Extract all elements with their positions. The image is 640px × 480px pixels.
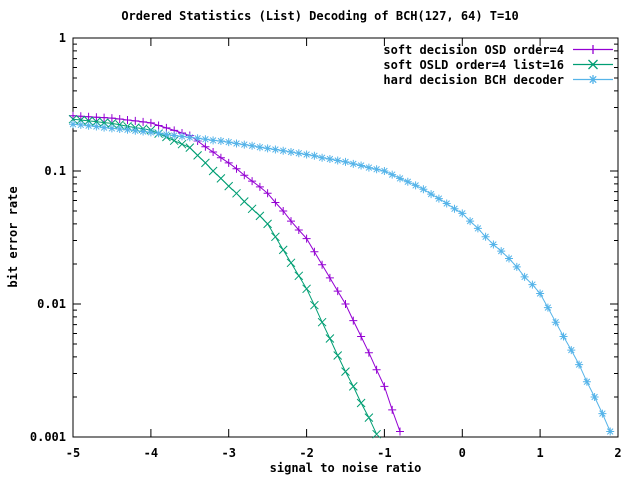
- legend-item-soft-osd: soft decision OSD order=4: [383, 42, 615, 57]
- legend-sample-asterisk-icon: [573, 75, 613, 84]
- legend-label-soft-osld: soft OSLD order=4 list=16: [383, 57, 564, 72]
- y-tick-label: 0.1: [44, 164, 66, 178]
- legend-sample-path: [573, 59, 613, 70]
- y-tick-label: 0.01: [37, 297, 66, 311]
- legend-sample-path: [573, 75, 613, 84]
- y-tick-label: 1: [59, 31, 66, 45]
- x-tick-label: -5: [66, 446, 80, 460]
- y-tick-label: 0.001: [30, 430, 66, 444]
- series-line-1: [72, 118, 378, 435]
- legend-sample-plus-icon: [573, 45, 613, 54]
- x-tick-label: -3: [221, 446, 235, 460]
- x-tick-label: -4: [144, 446, 158, 460]
- y-axis-label: bit error rate: [6, 186, 20, 288]
- legend-label-soft-osd: soft decision OSD order=4: [383, 42, 564, 57]
- chart-title: Ordered Statistics (List) Decoding of BC…: [121, 9, 519, 23]
- x-tick-label: 2: [614, 446, 621, 460]
- series-markers-2: [69, 120, 615, 436]
- y-minor-ticks: [73, 43, 618, 398]
- legend-label-hard-bch: hard decision BCH decoder: [383, 72, 564, 87]
- x-tick-label: -2: [299, 446, 313, 460]
- legend-sample-cross-icon: [573, 59, 613, 70]
- x-tick-label: 1: [536, 446, 543, 460]
- legend-item-hard-bch: hard decision BCH decoder: [383, 72, 615, 87]
- legend-item-soft-osld: soft OSLD order=4 list=16: [383, 57, 615, 72]
- series-line-2: [72, 123, 611, 432]
- x-tick-label: 0: [459, 446, 466, 460]
- legend-sample-path: [573, 45, 613, 54]
- x-tick-label: -1: [377, 446, 391, 460]
- plot-border: [72, 37, 619, 438]
- series-markers-1: [68, 114, 381, 439]
- legend: soft decision OSD order=4 soft OSLD orde…: [383, 42, 615, 87]
- x-axis-label: signal to noise ratio: [269, 461, 422, 475]
